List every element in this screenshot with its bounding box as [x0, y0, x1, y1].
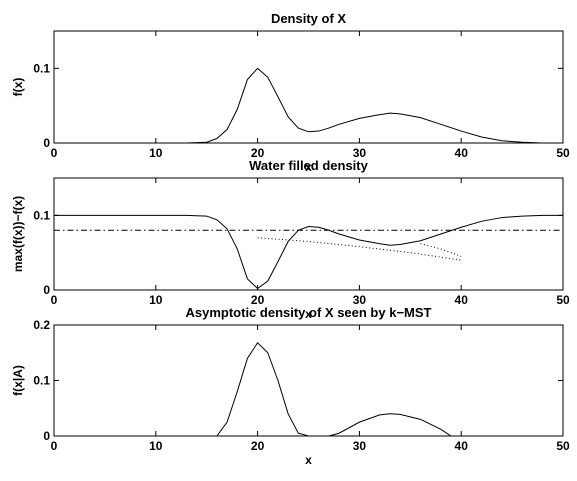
x-tick-label: 10 [149, 439, 163, 453]
chart-title: Density of X [271, 11, 346, 26]
x-tick-label: 10 [149, 293, 163, 307]
y-tick-label: 0 [43, 136, 50, 150]
y-tick-label: 0.1 [33, 374, 50, 388]
chart-title: Water filled density [249, 158, 368, 173]
series-line-4 [420, 243, 462, 257]
y-tick-label: 0.1 [33, 61, 50, 75]
x-tick-label: 0 [51, 146, 58, 160]
chart-title: Asymptotic density of X seen by k−MST [186, 305, 432, 320]
y-tick-label: 0.1 [33, 208, 50, 222]
x-axis-label: x [305, 307, 312, 321]
x-tick-label: 40 [455, 293, 469, 307]
x-tick-label: 50 [556, 293, 570, 307]
x-tick-label: 20 [251, 146, 265, 160]
y-tick-label: 0.2 [33, 318, 50, 332]
series-line-1 [54, 214, 563, 290]
y-axis-label: max(f(x))−f(x) [11, 196, 25, 272]
x-tick-label: 0 [51, 439, 58, 453]
y-tick-label: 0 [43, 283, 50, 297]
axes-box [53, 324, 564, 437]
x-tick-label: 20 [251, 293, 265, 307]
series-line-1 [54, 341, 563, 437]
x-tick-label: 30 [353, 293, 367, 307]
x-axis-label: x [305, 160, 312, 174]
series-line-1 [54, 67, 563, 144]
series-line-3 [257, 237, 462, 261]
x-tick-label: 40 [455, 146, 469, 160]
x-tick-label: 50 [556, 439, 570, 453]
x-tick-label: 10 [149, 146, 163, 160]
x-tick-label: 20 [251, 439, 265, 453]
subplot-3: 0 10 20 30 40 50 0 0.1 0.2 Asymptotic density of … [11, 305, 570, 467]
subplot-1: 0 10 20 30 40 50 0 0.1 Density of X x f(x) [11, 11, 570, 174]
y-axis-label: f(x) [11, 78, 25, 97]
x-axis-label: x [305, 453, 312, 467]
y-tick-label: 0 [43, 429, 50, 443]
x-tick-label: 30 [353, 146, 367, 160]
y-axis-label: f(x|A) [11, 365, 25, 396]
x-tick-label: 50 [556, 146, 570, 160]
x-tick-label: 0 [51, 293, 58, 307]
x-tick-label: 40 [455, 439, 469, 453]
axes-box [53, 177, 564, 291]
axes-box [53, 30, 564, 144]
x-tick-label: 30 [353, 439, 367, 453]
